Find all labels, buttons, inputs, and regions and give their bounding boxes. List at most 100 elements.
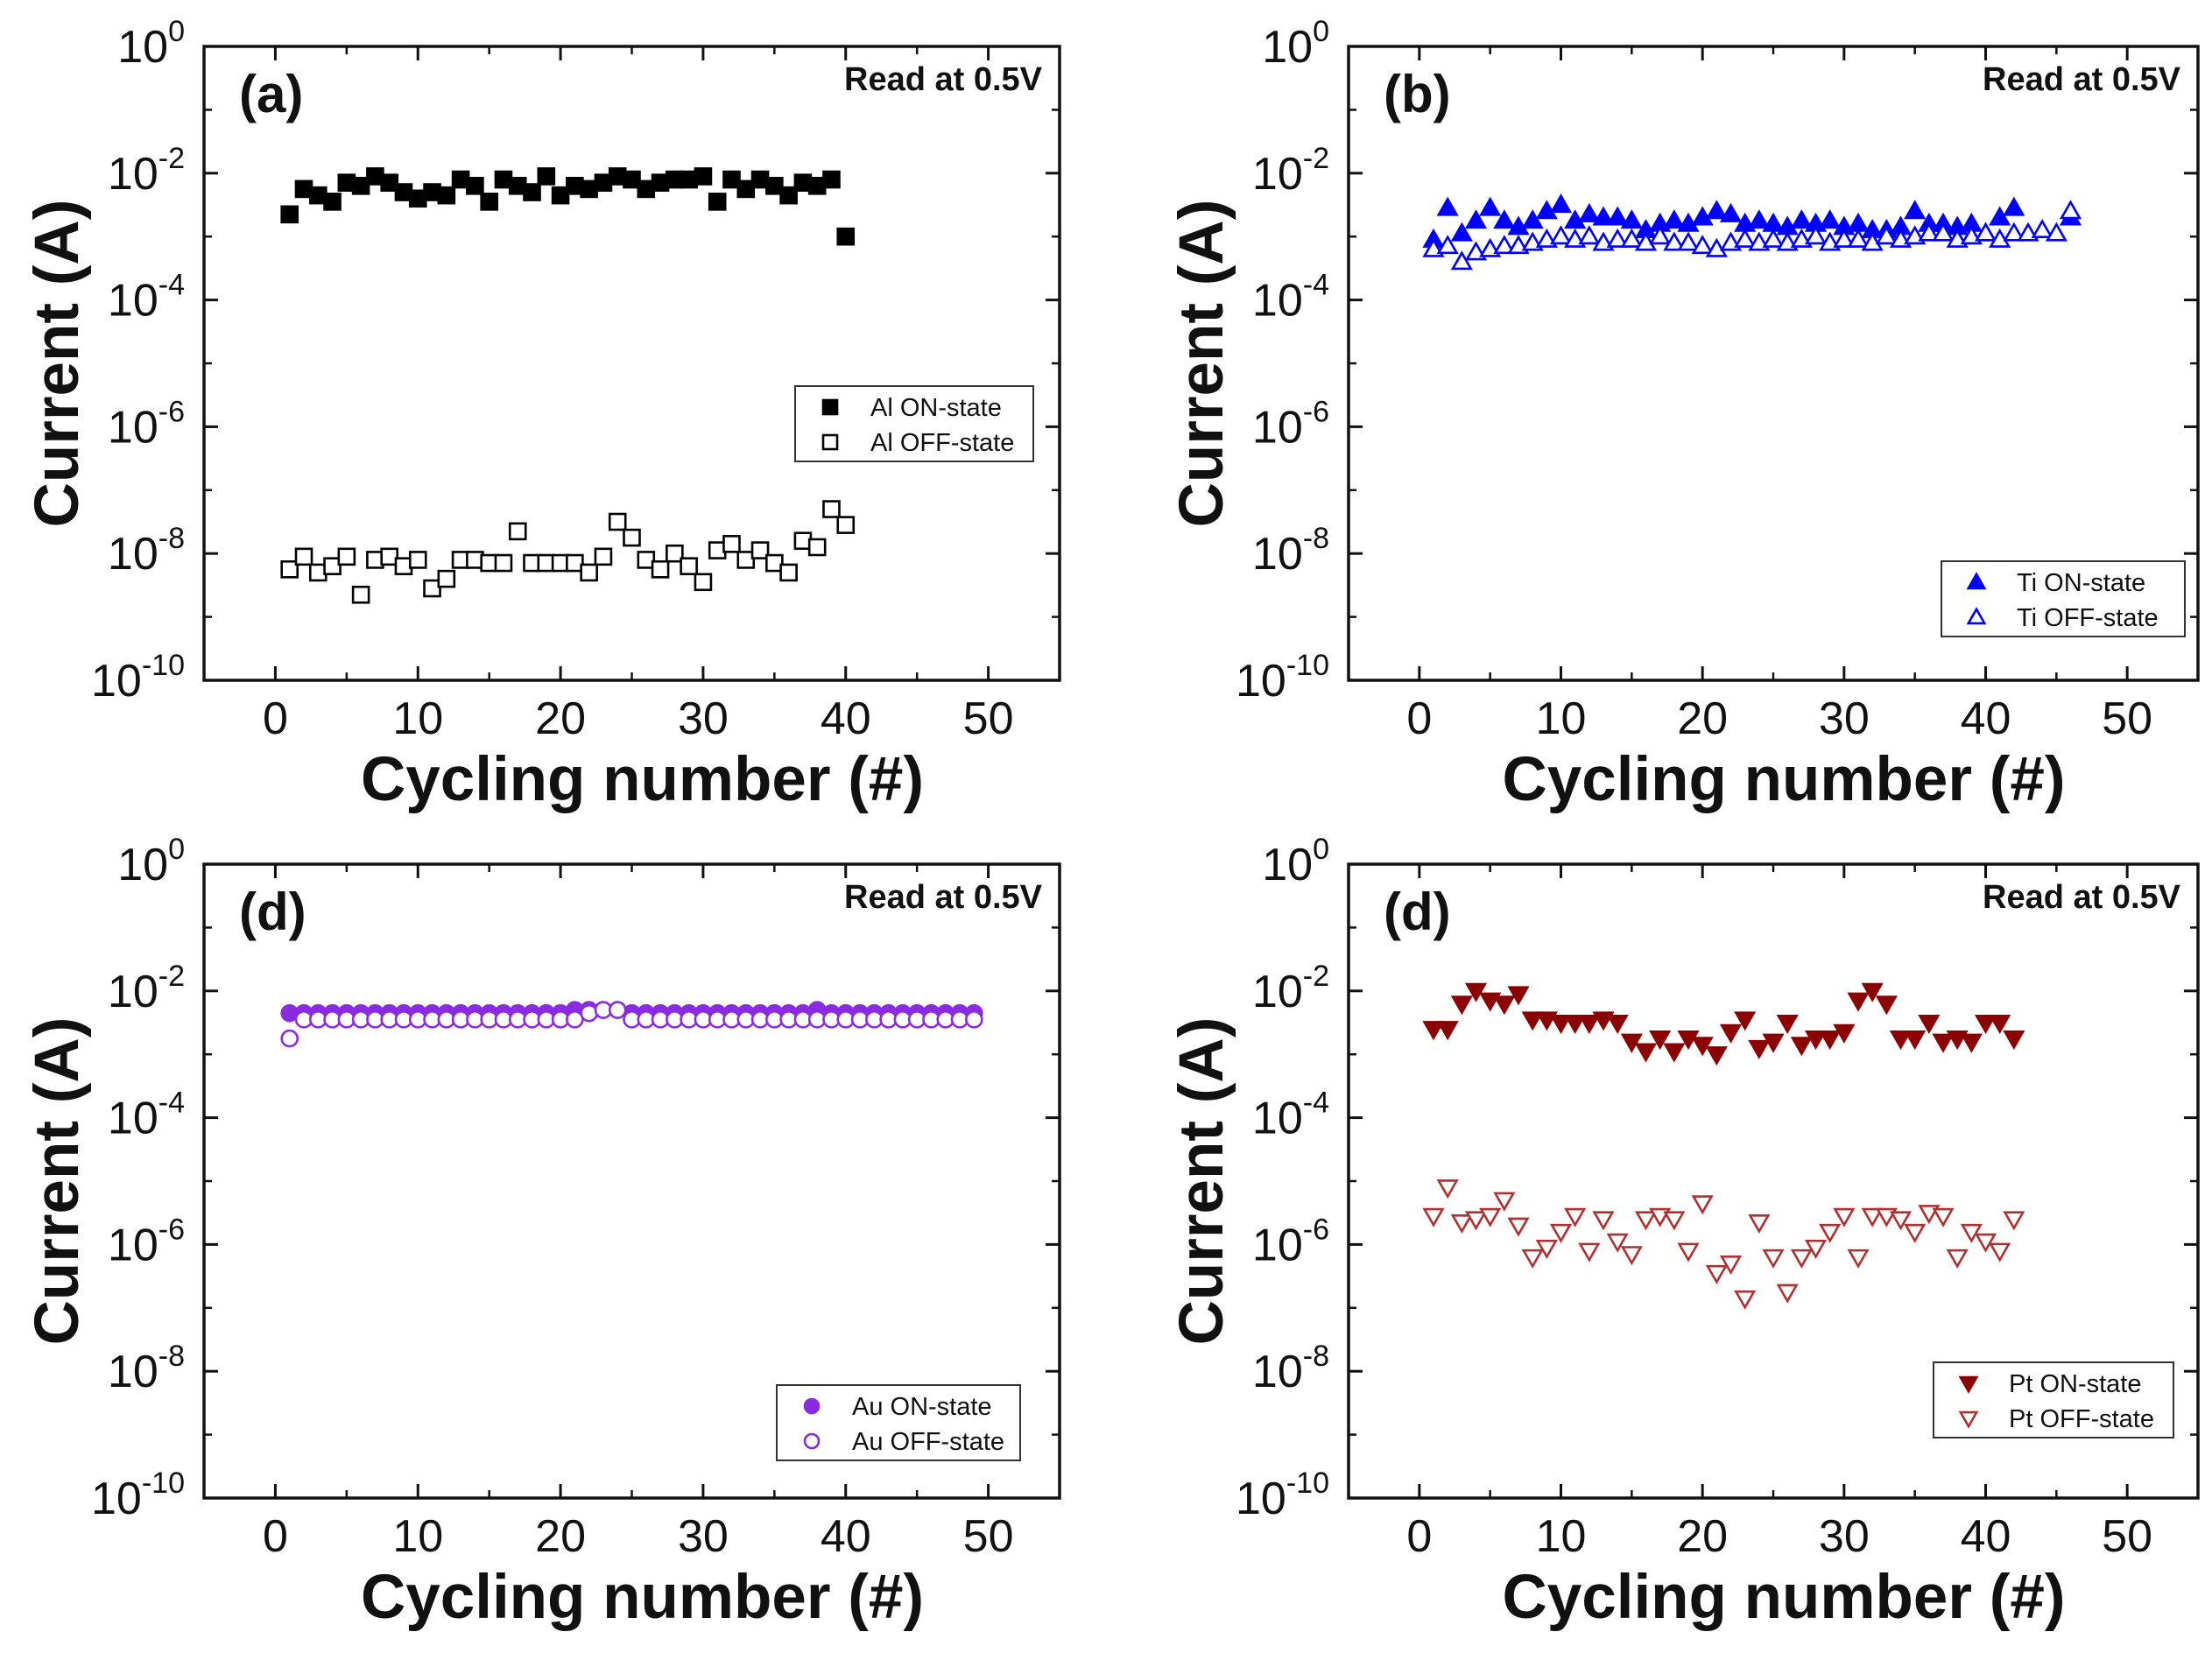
data-point	[1634, 1211, 1658, 1231]
data-point	[1875, 995, 1898, 1016]
x-tick-label: 30	[1819, 693, 1870, 744]
data-point	[1677, 1030, 1700, 1051]
data-point	[351, 176, 370, 195]
data-point	[1436, 1179, 1459, 1199]
data-point	[1847, 212, 1870, 232]
data-point	[1691, 235, 1714, 255]
y-tick-label: 10-10	[91, 649, 185, 707]
data-point	[1450, 250, 1473, 271]
y-tick-label: 10-10	[1236, 649, 1329, 707]
y-tick-label: 10-8	[1252, 1340, 1329, 1397]
x-tick-label: 10	[1536, 693, 1587, 744]
data-point	[1464, 1211, 1488, 1231]
read-voltage-annotation: Read at 0.5V	[1983, 61, 2181, 98]
legend-marker	[821, 398, 839, 416]
legend-marker	[803, 1432, 821, 1450]
data-point	[1804, 1239, 1828, 1259]
data-point	[1578, 225, 1601, 245]
data-point	[437, 569, 456, 588]
x-tick-label: 0	[263, 1511, 288, 1562]
data-point	[1904, 1223, 1927, 1243]
plot-frame	[202, 45, 1061, 682]
data-point	[380, 547, 398, 566]
data-point	[1507, 1217, 1530, 1237]
data-point	[1932, 1033, 1955, 1053]
chart-panel-3: 0 10 20 30 40 50 10-10 10-8 10-6 10-4 10-2 100 Cycli…	[23, 833, 1061, 1632]
data-point	[1932, 1207, 1955, 1227]
x-tick-label: 10	[392, 1511, 443, 1562]
x-tick-label: 50	[963, 1511, 1014, 1562]
x-tick-label: 40	[821, 693, 871, 744]
data-point	[1833, 1023, 1856, 1044]
data-point	[1436, 1021, 1459, 1041]
x-tick-label: 20	[1677, 1511, 1728, 1562]
data-point	[523, 183, 541, 201]
data-point	[1932, 222, 1955, 242]
data-point	[779, 563, 798, 582]
data-point	[708, 193, 727, 211]
data-point	[1436, 235, 1459, 255]
data-point	[694, 573, 713, 592]
data-point	[1564, 209, 1587, 229]
data-point	[1464, 209, 1488, 229]
data-point	[1819, 1223, 1842, 1243]
y-tick-label: 10-8	[108, 522, 185, 580]
data-point	[1479, 196, 1502, 216]
y-tick-label: 10-4	[108, 1087, 185, 1144]
x-tick-label: 0	[1406, 693, 1432, 744]
data-point	[1535, 1239, 1558, 1259]
data-point	[1719, 202, 1743, 222]
data-point	[836, 516, 856, 534]
data-point	[1734, 228, 1757, 248]
data-point	[722, 170, 741, 189]
series-al-off-state	[280, 500, 856, 604]
read-voltage-annotation: Read at 0.5V	[1983, 879, 2181, 916]
data-point	[1776, 1014, 1799, 1034]
data-point	[1861, 982, 1884, 1002]
series-ti-off-state	[1422, 200, 2082, 271]
data-point	[1649, 1030, 1672, 1051]
data-point	[1464, 982, 1488, 1002]
x-axis-title: Cycling number (#)	[361, 1563, 924, 1632]
data-point	[2003, 1211, 2025, 1231]
data-point	[1875, 225, 1898, 245]
y-tick-label: 10-4	[1252, 269, 1329, 327]
data-point	[965, 1010, 983, 1029]
data-point	[1549, 225, 1573, 245]
legend-label: Al OFF-state	[870, 429, 1014, 457]
y-tick-label: 10-8	[1252, 522, 1329, 580]
data-point	[2031, 218, 2053, 239]
data-point	[1507, 986, 1530, 1006]
data-point	[466, 176, 484, 195]
legend: Au ON-state Au OFF-state	[776, 1384, 1021, 1461]
data-point	[323, 193, 342, 211]
data-point	[1833, 228, 1856, 248]
data-point	[437, 186, 456, 205]
data-point	[1620, 1246, 1643, 1266]
data-point	[280, 559, 299, 579]
x-tick-label: 0	[1406, 1511, 1432, 1562]
data-point	[680, 557, 698, 575]
data-point	[1989, 206, 2011, 226]
y-tick-label: 10-10	[1236, 1467, 1329, 1524]
series-al-on-state	[280, 167, 856, 246]
data-point	[1705, 1046, 1728, 1066]
data-point	[337, 547, 356, 566]
data-point	[1450, 995, 1473, 1016]
data-point	[1691, 1037, 1714, 1057]
data-point	[1790, 209, 1813, 229]
chart-panel-4: 0 10 20 30 40 50 10-10 10-8 10-6 10-4 10-2 100 Cycli…	[1167, 833, 2200, 1632]
panel-label: (a)	[239, 65, 303, 123]
y-tick-label: 10-6	[1252, 1213, 1329, 1270]
data-point	[736, 551, 756, 569]
data-point	[2059, 200, 2082, 220]
data-point	[1974, 222, 1997, 242]
x-axis-title: Cycling number (#)	[1502, 745, 2065, 814]
data-point	[1847, 228, 1870, 248]
data-point	[822, 170, 841, 189]
data-point	[1564, 1207, 1587, 1227]
data-point	[1493, 995, 1516, 1016]
data-point	[1833, 1207, 1856, 1227]
y-tick-label: 100	[117, 833, 185, 890]
data-point	[1606, 1014, 1629, 1034]
